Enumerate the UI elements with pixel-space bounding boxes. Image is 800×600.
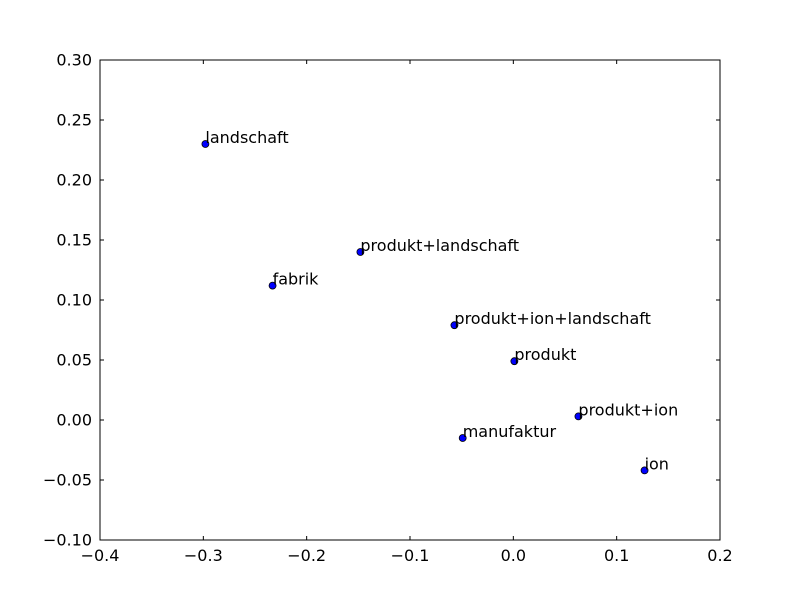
- data-point: [458, 434, 467, 442]
- data-point: [640, 466, 649, 475]
- x-tick-label: −0.1: [391, 546, 430, 565]
- y-tick-label: 0.05: [56, 351, 92, 370]
- x-tick-label: −0.4: [81, 546, 120, 565]
- data-point: [450, 321, 459, 330]
- y-tick-label: 0.30: [56, 51, 92, 70]
- y-tick-label: 0.25: [56, 111, 92, 130]
- y-tick-label: 0.00: [56, 411, 92, 430]
- ticks-layer: −0.4 −0.3 −0.2 −0.1 0.0 0.1 0.2 −0.10 −0.05 0.00 0…: [43, 51, 733, 566]
- data-point-label: produkt: [514, 345, 576, 364]
- data-point-label: produkt+ion+landschaft: [454, 309, 650, 328]
- data-point-label: fabrik: [273, 270, 320, 289]
- y-tick-label: −0.05: [43, 471, 92, 490]
- x-tick-label: 0.2: [707, 546, 732, 565]
- plot-area: [100, 60, 720, 540]
- data-point: [201, 140, 210, 148]
- data-point: [510, 357, 519, 366]
- data-point: [268, 281, 277, 290]
- x-tick-label: 0.0: [501, 546, 526, 565]
- data-point-label: landschaft: [205, 128, 288, 147]
- x-tick-label: 0.1: [604, 546, 629, 565]
- y-tick-label: 0.10: [56, 291, 92, 310]
- data-point-label: manufaktur: [463, 422, 557, 441]
- plot-frame: [99, 59, 721, 541]
- data-point-label: produkt+ion: [578, 400, 678, 419]
- points-layer: landschaft produkt+landschaft fabrik produk…: [201, 128, 678, 475]
- x-tick-label: −0.2: [287, 546, 326, 565]
- data-point: [574, 412, 583, 421]
- data-point-label: produkt+landschaft: [360, 236, 519, 255]
- y-tick-label: −0.10: [43, 531, 92, 550]
- y-tick-label: 0.20: [56, 171, 92, 190]
- data-point-label: ion: [645, 454, 669, 473]
- x-tick-label: −0.3: [184, 546, 223, 565]
- data-point: [356, 248, 365, 256]
- y-tick-label: 0.15: [56, 231, 92, 250]
